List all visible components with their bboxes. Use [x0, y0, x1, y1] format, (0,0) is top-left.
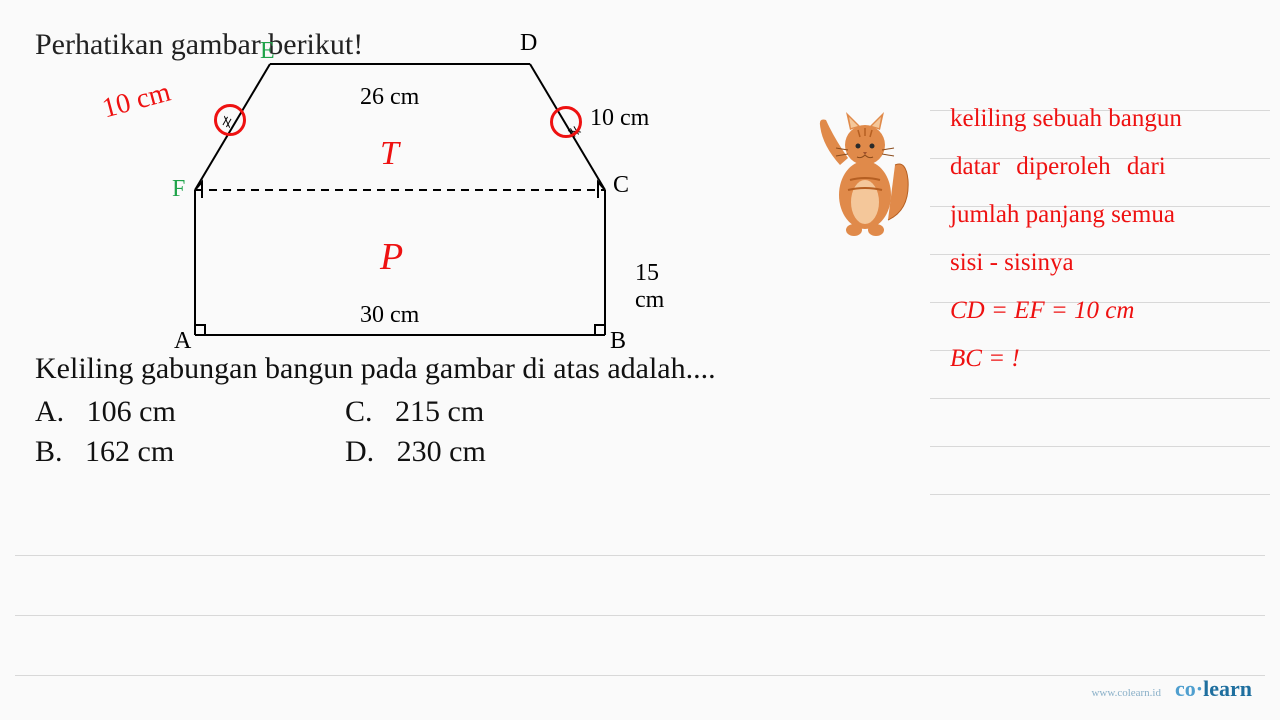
rule-line — [930, 494, 1270, 495]
vertex-label-a: A — [174, 328, 191, 355]
vertex-label-e: E — [260, 38, 275, 65]
vertex-label-f: F — [172, 176, 185, 203]
footer-brand: www.colearn.id co·learn — [1091, 676, 1252, 702]
rule-line — [15, 615, 1265, 616]
note-line-2: datar diperoleh dari — [950, 143, 1260, 191]
tick-circle-left — [214, 104, 246, 136]
option-a: A. 106 cm — [35, 395, 345, 429]
footer-url: www.colearn.id — [1091, 687, 1161, 699]
note-line-3: jumlah panjang semua — [950, 191, 1260, 239]
note-line-5: CD = EF = 10 cm — [950, 287, 1260, 335]
hand-notes: keliling sebuah bangun datar diperoleh d… — [950, 95, 1260, 383]
cat-illustration — [810, 90, 920, 240]
dim-dc: 10 cm — [590, 105, 649, 132]
brand-co: co — [1175, 676, 1196, 701]
geometry-diagram: ≠ ≠ E D F C A B 26 cm 10 cm 15 cm 30 cm … — [180, 50, 680, 340]
brand-learn: learn — [1203, 676, 1252, 701]
dim-ab: 30 cm — [360, 302, 419, 329]
dim-cb: 15 cm — [635, 260, 680, 314]
note-line-1: keliling sebuah bangun — [950, 95, 1260, 143]
option-c-value: 215 cm — [395, 395, 484, 428]
option-a-value: 106 cm — [87, 395, 176, 428]
option-b: B. 162 cm — [35, 435, 345, 469]
note-line-6: BC = ! — [950, 335, 1260, 383]
brand-dot: · — [1196, 676, 1203, 701]
vertex-label-b: B — [610, 328, 626, 355]
note-line-4: sisi - sisinya — [950, 239, 1260, 287]
rule-line — [930, 398, 1270, 399]
option-b-value: 162 cm — [85, 435, 174, 468]
answer-options: A. 106 cm C. 215 cm B. 162 cm D. 230 cm — [35, 395, 655, 475]
rule-line — [15, 555, 1265, 556]
vertex-label-d: D — [520, 30, 537, 57]
option-c: C. 215 cm — [345, 395, 655, 429]
vertex-label-c: C — [613, 172, 629, 199]
annotation-10cm: 10 cm — [99, 77, 174, 126]
question-text: Keliling gabungan bangun pada gambar di … — [35, 352, 716, 386]
rule-line — [15, 675, 1265, 676]
option-d-value: 230 cm — [397, 435, 486, 468]
region-label-p: P — [380, 235, 403, 279]
option-d: D. 230 cm — [345, 435, 655, 469]
region-label-t: T — [380, 135, 399, 173]
dim-ed: 26 cm — [360, 84, 419, 111]
rule-line — [930, 446, 1270, 447]
tick-circle-right — [550, 106, 582, 138]
